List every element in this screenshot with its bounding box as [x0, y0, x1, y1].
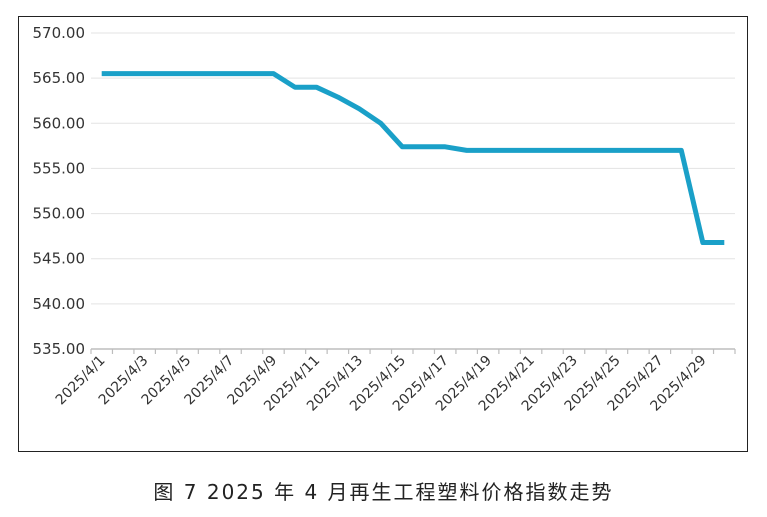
y-tick-label: 570.00 — [33, 24, 86, 42]
y-tick-label: 540.00 — [33, 295, 86, 313]
y-tick-label: 560.00 — [33, 114, 86, 132]
series-line — [101, 71, 725, 245]
y-tick-label: 550.00 — [33, 205, 86, 223]
y-tick-label: 545.00 — [33, 250, 86, 268]
y-tick-label: 555.00 — [33, 159, 86, 177]
line-chart: 535.00 540.00 545.00 550.00 555.00 560.00 565.… — [33, 24, 736, 415]
figure-caption: 图 7 2025 年 4 月再生工程塑料价格指数走势 — [153, 480, 614, 504]
y-tick-label: 565.00 — [33, 69, 86, 87]
chart-frame: 535.00 540.00 545.00 550.00 555.00 560.00 565.… — [18, 16, 748, 452]
y-tick-label: 535.00 — [33, 340, 86, 358]
